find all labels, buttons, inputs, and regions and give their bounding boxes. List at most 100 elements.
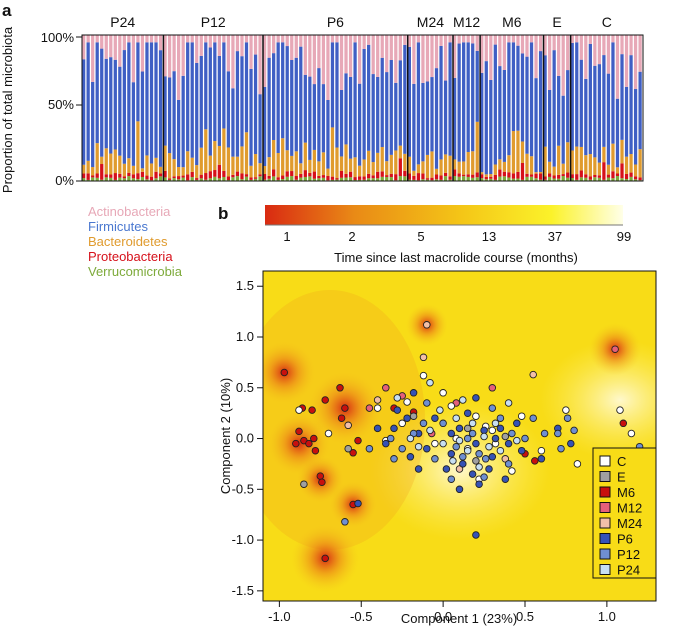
point-p12 [557, 444, 565, 453]
bar-segment-firmicutes [588, 43, 592, 155]
bar-segment-proteobacteria [91, 175, 95, 178]
bar-segment-verrucomicrobia [457, 176, 461, 181]
bar-segment-proteobacteria [167, 178, 172, 180]
bar-segment-actinobacteria [507, 35, 511, 43]
bar-segment-verrucomicrobia [629, 176, 633, 181]
bar-segment-firmicutes [149, 42, 154, 164]
bar-segment-proteobacteria [615, 173, 620, 176]
bar-segment-proteobacteria [326, 175, 330, 181]
sample-bar [217, 35, 221, 181]
sample-bar [570, 35, 574, 181]
group-label-m12: M12 [453, 14, 480, 30]
bar-segment-actinobacteria [367, 35, 371, 45]
bar-segment-verrucomicrobia [344, 177, 348, 181]
bar-segment-firmicutes [348, 76, 353, 159]
bar-segment-proteobacteria [389, 173, 393, 178]
sample-bar [602, 35, 606, 181]
bar-segment-firmicutes [158, 50, 163, 167]
bar-segment-verrucomicrobia [100, 179, 104, 181]
bar-segment-actinobacteria [158, 35, 163, 51]
bar-segment-bacteroidetes [462, 161, 466, 175]
bar-segment-verrucomicrobia [507, 177, 511, 181]
bar-segment-bacteroidetes [226, 147, 231, 177]
bar-segment-verrucomicrobia [543, 179, 547, 181]
bar-segment-proteobacteria [484, 176, 488, 180]
bar-segment-verrucomicrobia [489, 178, 493, 181]
bar-segment-bacteroidetes [118, 155, 122, 174]
bar-segment-firmicutes [457, 43, 461, 162]
bar-segment-proteobacteria [154, 171, 158, 179]
sample-bar [452, 35, 457, 181]
bar-segment-bacteroidetes [330, 127, 335, 177]
bar-segment-bacteroidetes [579, 146, 583, 171]
bar-segment-verrucomicrobia [154, 178, 158, 181]
bar-segment-firmicutes [262, 86, 267, 167]
bar-segment-verrucomicrobia [104, 177, 108, 181]
sample-bar [520, 35, 525, 181]
point-p24 [426, 426, 434, 435]
colorbar [265, 205, 623, 225]
bar-segment-bacteroidetes [516, 130, 520, 172]
sample-bar [606, 35, 611, 181]
bar-segment-bacteroidetes [317, 161, 321, 176]
bar-segment-proteobacteria [290, 171, 294, 177]
bar-segment-actinobacteria [253, 35, 258, 55]
bar-segment-bacteroidetes [181, 167, 185, 176]
point-e [472, 457, 480, 465]
bar-segment-verrucomicrobia [335, 179, 339, 181]
bar-segment-bacteroidetes [552, 166, 556, 176]
bar-segment-actinobacteria [235, 35, 240, 52]
point-p6 [537, 455, 546, 463]
point-m6 [354, 436, 362, 445]
bar-segment-firmicutes [285, 46, 289, 151]
bar-segment-verrucomicrobia [136, 179, 140, 181]
bar-segment-bacteroidetes [131, 165, 136, 175]
sample-bar [330, 35, 335, 181]
bar-segment-firmicutes [425, 81, 430, 155]
x-tick-label: 1.0 [598, 609, 616, 624]
bar-segment-proteobacteria [602, 162, 606, 180]
sample-bar [579, 35, 583, 181]
bar-segment-firmicutes [475, 50, 479, 122]
bar-segment-verrucomicrobia [471, 177, 475, 181]
bar-segment-actinobacteria [154, 35, 158, 43]
bar-segment-bacteroidetes [633, 164, 638, 177]
point-p12 [475, 450, 483, 458]
bar-segment-actinobacteria [113, 35, 117, 60]
bar-segment-proteobacteria [362, 176, 366, 180]
bar-segment-firmicutes [398, 60, 402, 146]
bar-segment-firmicutes [602, 55, 606, 147]
bar-segment-actinobacteria [439, 35, 443, 46]
bar-segment-proteobacteria [407, 173, 411, 180]
bar-segment-proteobacteria [253, 177, 258, 179]
bar-segment-actinobacteria [217, 35, 221, 56]
bar-segment-proteobacteria [543, 176, 547, 180]
bar-segment-firmicutes [235, 51, 240, 157]
bar-segment-proteobacteria [525, 173, 529, 177]
sample-bar [394, 35, 398, 181]
bar-segment-bacteroidetes [489, 174, 493, 177]
legend-bacteroidetes: Bacteroidetes [88, 234, 168, 249]
bar-segment-bacteroidetes [380, 147, 384, 172]
bar-segment-actinobacteria [109, 35, 113, 58]
point-m12 [611, 345, 619, 353]
bar-segment-actinobacteria [326, 35, 330, 100]
bar-segment-proteobacteria [507, 172, 511, 178]
point-p12 [452, 442, 460, 451]
sample-bar [629, 35, 633, 181]
bar-segment-verrucomicrobia [448, 179, 452, 181]
cb-tick-99: 99 [617, 229, 631, 244]
point-p24 [480, 432, 488, 441]
sample-bar [177, 35, 181, 181]
legend-swatch-m12 [599, 502, 611, 513]
sample-bar [371, 35, 375, 181]
sample-bar [362, 35, 366, 181]
bar-segment-actinobacteria [543, 35, 547, 56]
bar-segment-verrucomicrobia [511, 178, 516, 181]
bar-segment-actinobacteria [443, 35, 448, 81]
bar-segment-actinobacteria [475, 35, 479, 51]
point-p12 [398, 444, 406, 453]
bar-segment-bacteroidetes [249, 165, 253, 178]
